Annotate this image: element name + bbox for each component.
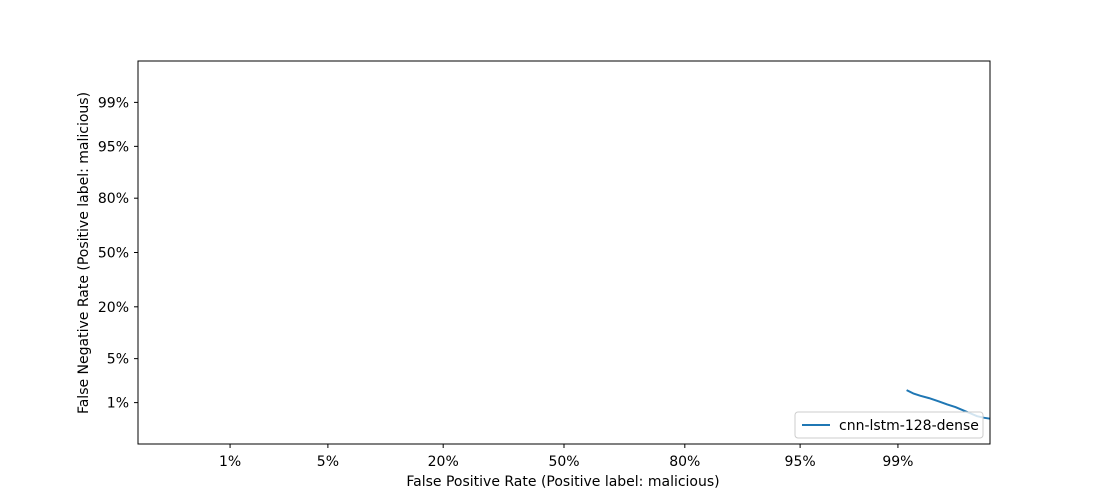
y-tick-label: 20% (98, 300, 129, 316)
y-tick-label: 50% (98, 246, 129, 262)
x-axis-ticks: 1% 5% 20% 50% 80% 95% 99% (219, 444, 913, 470)
y-tick-label: 99% (98, 95, 129, 111)
x-tick-label: 95% (785, 454, 816, 470)
y-axis-ticks: 1% 5% 20% 50% 80% 95% 99% (98, 95, 138, 412)
legend-box (794, 411, 984, 439)
x-axis-label: False Positive Rate (Positive label: mal… (406, 474, 719, 490)
x-tick-label: 99% (882, 454, 913, 470)
legend-label: cnn-lstm-128-dense (839, 418, 979, 434)
plot-frame (137, 60, 991, 445)
legend: cnn-lstm-128-dense (794, 411, 984, 439)
y-axis-label: False Negative Rate (Positive label: mal… (76, 92, 92, 414)
y-tick-label: 80% (98, 191, 129, 207)
x-tick-label: 5% (317, 454, 339, 470)
y-tick-label: 95% (98, 139, 129, 155)
y-tick-label: 5% (107, 352, 129, 368)
y-tick-label: 1% (107, 396, 129, 412)
x-tick-label: 20% (428, 454, 459, 470)
x-tick-label: 1% (219, 454, 241, 470)
x-tick-label: 50% (548, 454, 579, 470)
x-tick-label: 80% (669, 454, 700, 470)
